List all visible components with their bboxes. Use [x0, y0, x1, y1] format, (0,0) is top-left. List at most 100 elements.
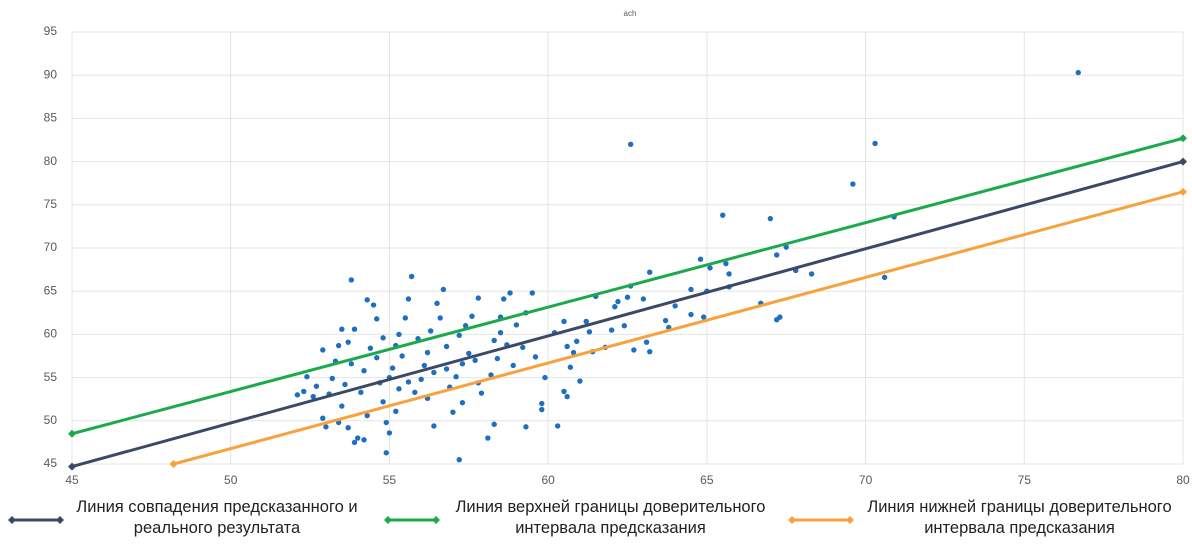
- scatter-point: [723, 260, 729, 267]
- x-tick-label: 70: [859, 473, 873, 487]
- scatter-point: [443, 343, 450, 350]
- line: [71, 160, 1184, 469]
- scatter-point: [440, 286, 447, 293]
- scatter-point: [339, 403, 345, 409]
- scatter-point: [345, 425, 351, 431]
- y-tick-label: 65: [44, 283, 58, 297]
- legend-swatch-marker: [56, 516, 64, 524]
- scatter-point: [501, 296, 507, 302]
- line: [173, 190, 1184, 466]
- scatter-point: [497, 329, 504, 336]
- scatter-point: [335, 342, 342, 349]
- scatter-point: [586, 329, 593, 335]
- x-tick-label: 80: [1176, 473, 1190, 487]
- scatter-point: [323, 424, 329, 430]
- scatter-point: [364, 297, 370, 303]
- scatter-point: [513, 322, 520, 328]
- scatter-point: [523, 424, 529, 430]
- scatter-point: [383, 419, 389, 426]
- line: [71, 136, 1184, 436]
- scatter-point: [354, 435, 361, 441]
- scatter-point: [469, 313, 475, 319]
- scatter-point: [773, 252, 780, 258]
- scatter-point: [621, 323, 628, 329]
- scatter-point: [494, 355, 501, 362]
- scatter-point: [351, 439, 358, 446]
- scatter-point: [529, 290, 535, 296]
- scatter-point: [697, 256, 704, 262]
- scatter-point: [405, 379, 412, 385]
- legend-swatch-marker: [432, 516, 440, 524]
- scatter-point: [351, 326, 358, 332]
- line-marker: [68, 429, 76, 438]
- scatter-point: [364, 412, 370, 419]
- scatter-point: [808, 271, 815, 277]
- scatter-point: [532, 354, 539, 360]
- scatter-point: [567, 364, 574, 370]
- scatter-point: [872, 140, 878, 147]
- y-tick-label: 95: [44, 24, 58, 38]
- y-tick-label: 55: [44, 370, 58, 384]
- scatter-point: [462, 323, 469, 329]
- scatter-point: [396, 386, 402, 392]
- scatter-point: [380, 335, 386, 341]
- scatter-point: [773, 317, 780, 323]
- scatter-point: [459, 399, 466, 406]
- scatter-point: [608, 327, 615, 333]
- line-marker: [68, 462, 76, 471]
- scatter-point: [380, 399, 386, 405]
- scatter-point: [450, 409, 456, 415]
- scatter-point: [424, 349, 431, 356]
- scatter-point: [583, 318, 589, 325]
- scatter-point: [640, 296, 647, 302]
- scatter-point: [361, 367, 367, 374]
- scatter-point: [361, 437, 367, 443]
- scatter-point: [437, 315, 443, 321]
- scatter-point: [647, 348, 653, 355]
- scatter-point: [539, 400, 545, 407]
- scatter-point: [520, 344, 526, 351]
- scatter-point: [393, 408, 399, 414]
- scatter-point: [561, 318, 567, 325]
- scatter-point: [564, 393, 570, 400]
- chart-title: ach: [624, 9, 637, 18]
- x-tick-label: 55: [383, 473, 397, 487]
- scatter-point: [399, 353, 405, 359]
- scatter-point: [720, 212, 726, 218]
- scatter-point: [304, 374, 310, 380]
- scatter-point: [431, 369, 437, 376]
- scatter-point: [431, 423, 437, 429]
- scatter-point: [383, 450, 389, 456]
- scatter-point: [456, 332, 462, 338]
- scatter-point: [1075, 69, 1081, 76]
- scatter-point: [342, 381, 348, 388]
- scatter-point: [310, 393, 316, 400]
- scatter-point: [647, 269, 653, 275]
- scatter-point: [358, 389, 364, 395]
- scatter-point: [643, 339, 650, 345]
- scatter-point: [577, 378, 583, 384]
- scatter-point: [389, 365, 396, 371]
- scatter-point: [421, 362, 428, 369]
- line-marker: [169, 460, 178, 468]
- legend-label: Линия нижней границы доверительного инте…: [867, 498, 1172, 537]
- legend-swatch-marker: [8, 516, 16, 524]
- scatter-point: [412, 389, 418, 395]
- scatter-point: [320, 415, 326, 421]
- scatter-point: [294, 392, 301, 398]
- scatter-point: [386, 430, 393, 436]
- scatter-point: [726, 271, 732, 277]
- scatter-point: [688, 311, 694, 318]
- scatter-point: [574, 338, 580, 345]
- y-tick-label: 80: [44, 154, 58, 168]
- line-marker: [1179, 134, 1187, 143]
- line-marker: [1179, 187, 1187, 196]
- scatter-point: [507, 290, 513, 296]
- scatter-point: [396, 331, 402, 338]
- legend-label: Линия совпадения предсказанного и реальн…: [76, 498, 358, 537]
- scatter-point: [564, 343, 570, 350]
- scatter-point: [707, 265, 713, 271]
- y-tick-label: 45: [44, 456, 58, 470]
- scatter-point: [491, 337, 497, 344]
